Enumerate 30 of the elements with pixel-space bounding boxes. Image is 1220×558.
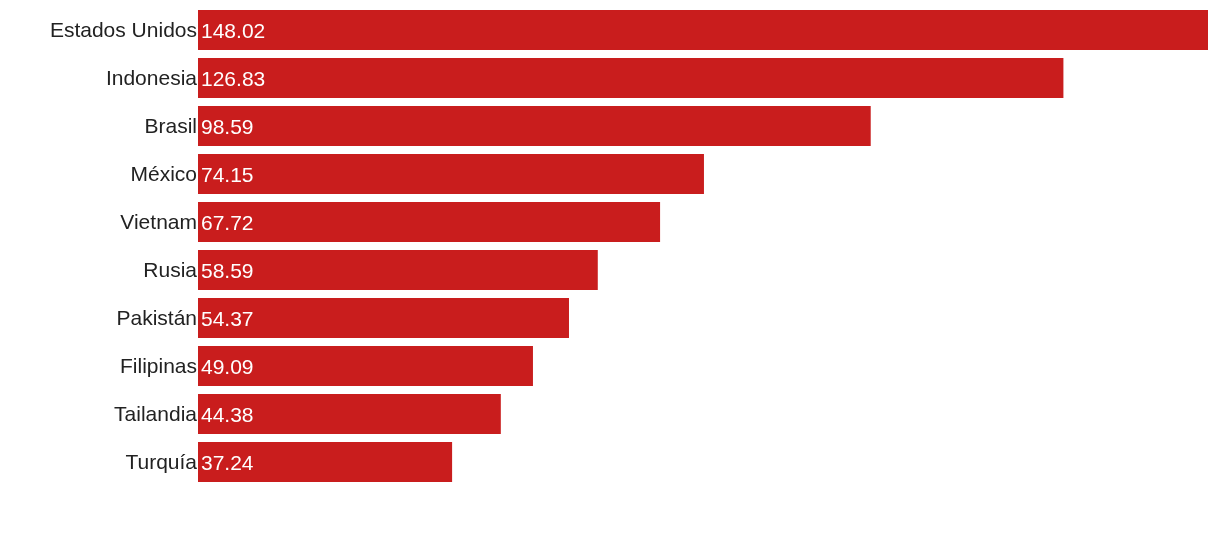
bar: [198, 394, 501, 434]
data-label: 98.59: [201, 114, 254, 138]
y-tick-label: Pakistán: [116, 306, 197, 330]
y-tick-label: Estados Unidos: [49, 18, 197, 42]
data-label: 44.38: [201, 402, 254, 426]
bar: [198, 10, 1208, 50]
bar: [198, 202, 661, 242]
y-tick-label: Tailandia: [114, 402, 198, 426]
bar: [198, 298, 569, 338]
data-label: 37.24: [201, 450, 254, 474]
data-label: 74.15: [201, 162, 254, 186]
bar: [198, 154, 704, 194]
y-tick-label: Brasil: [144, 114, 197, 138]
y-tick-label: México: [130, 162, 197, 186]
y-tick-label: Rusia: [143, 258, 198, 282]
data-label: 49.09: [201, 354, 254, 378]
data-label: 126.83: [201, 66, 266, 90]
data-label: 54.37: [201, 306, 254, 330]
y-tick-label: Vietnam: [120, 210, 197, 234]
data-label: 58.59: [201, 258, 254, 282]
bar: [198, 58, 1064, 98]
bar: [198, 346, 533, 386]
data-label: 67.72: [201, 210, 254, 234]
bar: [198, 250, 598, 290]
bar: [198, 442, 453, 482]
bar: [198, 106, 871, 146]
y-tick-label: Turquía: [125, 450, 198, 474]
data-label: 148.02: [201, 18, 266, 42]
y-tick-label: Filipinas: [119, 354, 197, 378]
y-tick-label: Indonesia: [105, 66, 198, 90]
